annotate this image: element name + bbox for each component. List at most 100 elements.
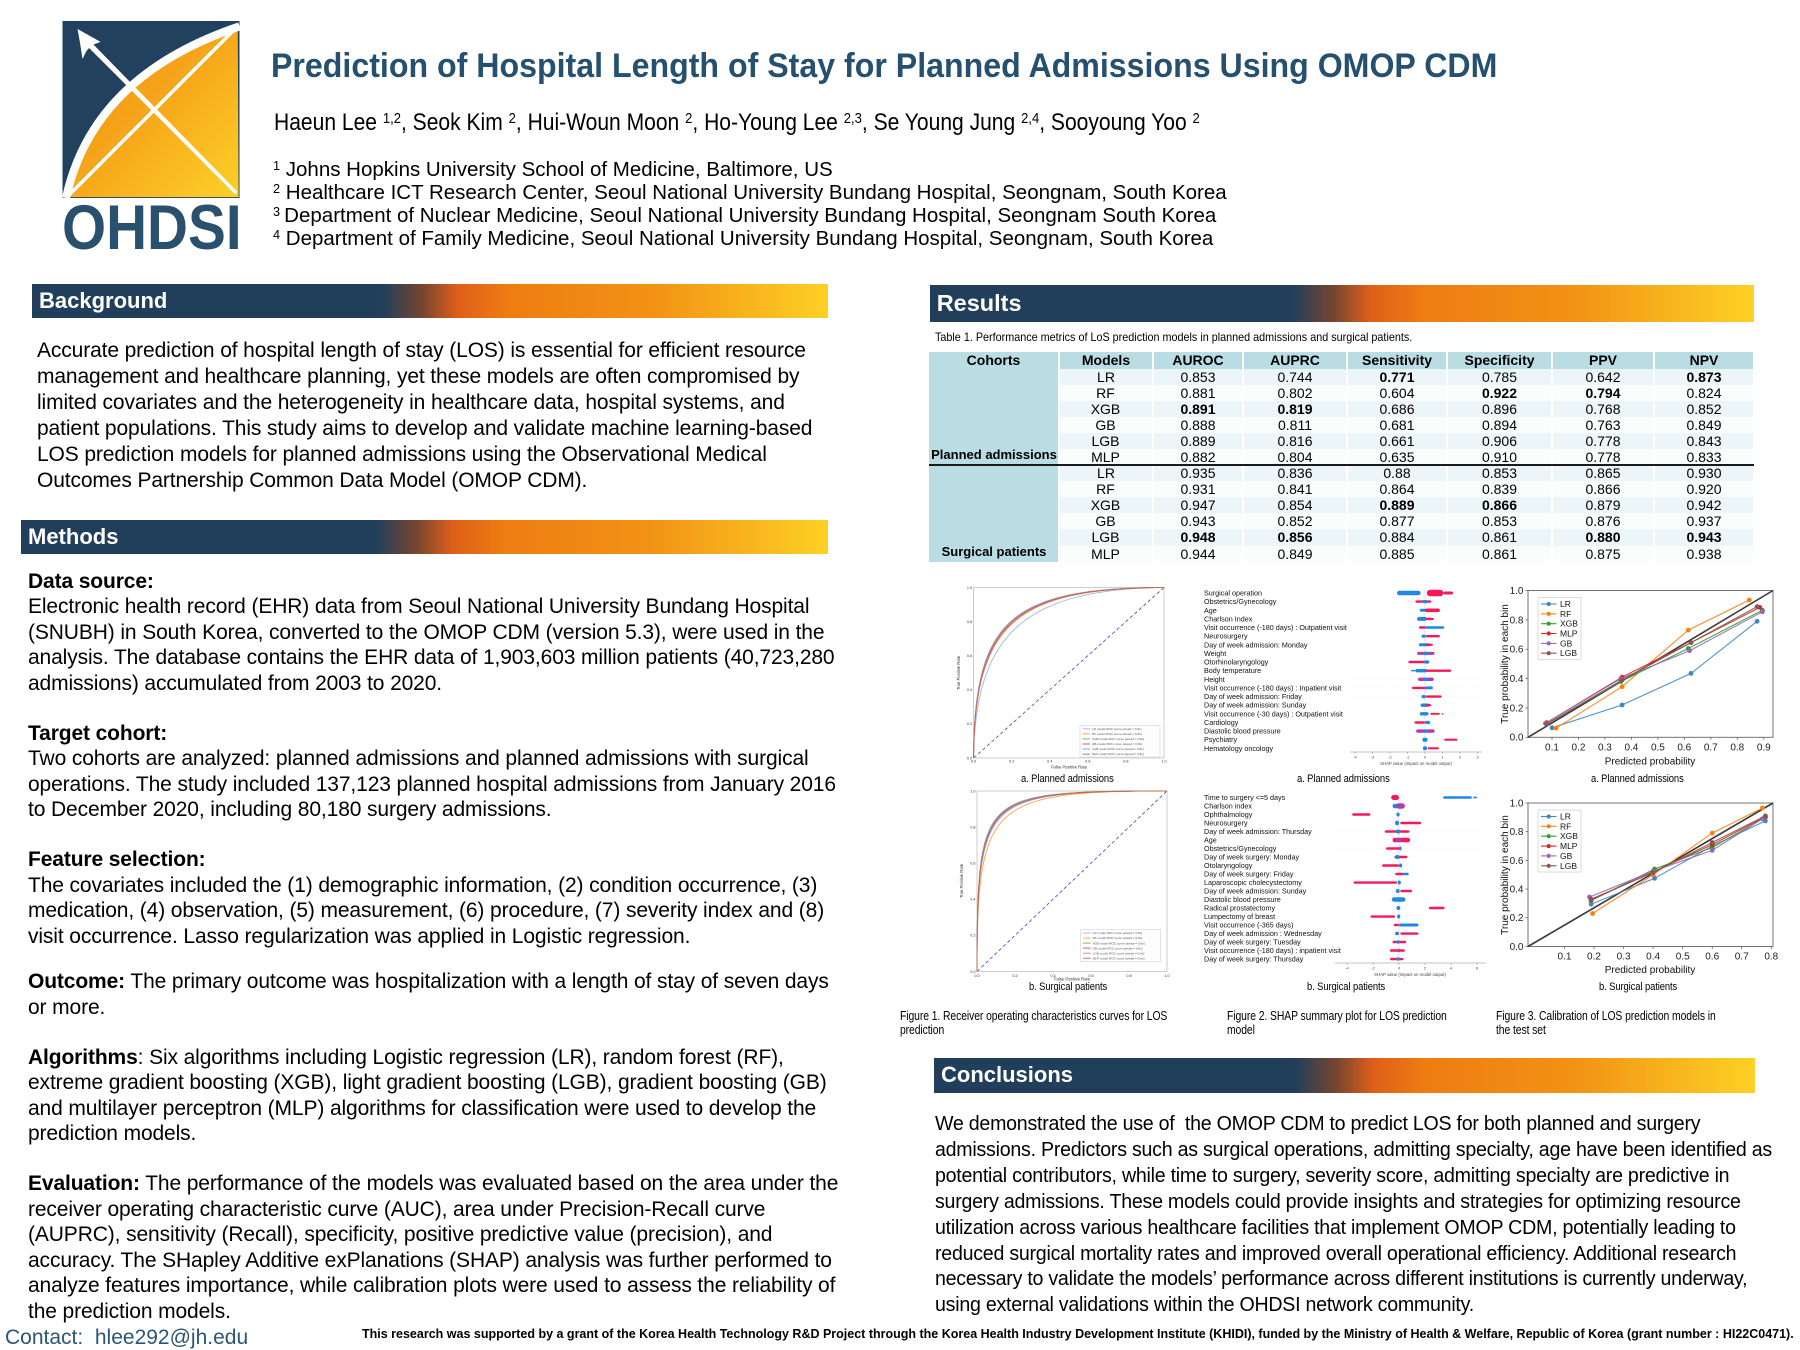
svg-text:XGB model ROC curve (aread = 0: XGB model ROC curve (aread = 0.8x) <box>1093 941 1145 945</box>
svg-text:0.6: 0.6 <box>1677 742 1691 753</box>
svg-text:Time to surgery <=5 days: Time to surgery <=5 days <box>1204 793 1286 802</box>
svg-text:RF: RF <box>1560 821 1571 831</box>
svg-text:0.2: 0.2 <box>1009 760 1014 764</box>
svg-text:1.0: 1.0 <box>1510 586 1524 597</box>
svg-text:0.0: 0.0 <box>1510 733 1524 744</box>
svg-text:Day of week surgery: Friday: Day of week surgery: Friday <box>1204 870 1294 879</box>
svg-text:Day of week admission: Sunday: Day of week admission: Sunday <box>1204 701 1307 710</box>
svg-text:True probability in each bin: True probability in each bin <box>1500 815 1511 935</box>
svg-text:RF: RF <box>1560 609 1571 619</box>
svg-text:0.6: 0.6 <box>970 862 975 866</box>
svg-text:0.8: 0.8 <box>970 825 975 829</box>
svg-text:0.2: 0.2 <box>1572 742 1586 753</box>
svg-text:Cardiology: Cardiology <box>1204 718 1239 727</box>
svg-text:0.8: 0.8 <box>1764 952 1778 963</box>
svg-text:0.6: 0.6 <box>1085 760 1090 764</box>
svg-text:False Positive Rate: False Positive Rate <box>1054 977 1091 982</box>
svg-text:Predicted probability: Predicted probability <box>1605 965 1696 976</box>
svg-text:Obstetrics/Gynecology: Obstetrics/Gynecology <box>1204 597 1277 606</box>
svg-text:SHAP value (impact on model ou: SHAP value (impact on model output) <box>1374 972 1446 977</box>
svg-text:Day of week admission: Sunday: Day of week admission: Sunday <box>1204 887 1307 896</box>
svg-text:-3: -3 <box>1371 755 1375 760</box>
svg-text:Surgical operation: Surgical operation <box>1204 589 1262 598</box>
svg-text:0.6: 0.6 <box>1088 974 1093 978</box>
svg-text:0.0: 0.0 <box>971 760 976 764</box>
svg-text:0.6: 0.6 <box>1705 952 1719 963</box>
svg-text:0.9: 0.9 <box>1757 742 1771 753</box>
svg-text:GB model ROC curve (aread = 0.: GB model ROC curve (aread = 0.8x) <box>1093 946 1143 950</box>
svg-text:Laparoscopic cholecystectomy: Laparoscopic cholecystectomy <box>1204 878 1302 887</box>
svg-text:Lumpectomy of breast: Lumpectomy of breast <box>1204 912 1275 921</box>
svg-text:0.8: 0.8 <box>1123 760 1128 764</box>
svg-text:True Positive Rate: True Positive Rate <box>959 863 964 898</box>
svg-text:0.2: 0.2 <box>970 934 975 938</box>
svg-text:0: 0 <box>1424 755 1427 760</box>
svg-text:MLP: MLP <box>1560 841 1578 851</box>
svg-text:Height: Height <box>1204 675 1225 684</box>
svg-text:GB: GB <box>1560 638 1573 648</box>
svg-text:0.1: 0.1 <box>1545 742 1559 753</box>
svg-text:0: 0 <box>1398 966 1401 971</box>
svg-text:Neurosurgery: Neurosurgery <box>1204 632 1248 641</box>
svg-text:0.6: 0.6 <box>967 654 972 658</box>
svg-text:0.3: 0.3 <box>1617 952 1631 963</box>
svg-text:Age: Age <box>1204 606 1217 615</box>
svg-text:LR model ROC curve (aread = 0.: LR model ROC curve (aread = 0.8x) <box>1093 931 1143 935</box>
svg-text:LGB model ROC curve (aread = 0: LGB model ROC curve (aread = 0.8x) <box>1092 747 1144 751</box>
svg-text:2: 2 <box>1459 755 1462 760</box>
svg-text:0.4: 0.4 <box>967 688 972 692</box>
svg-text:Weight: Weight <box>1204 649 1226 658</box>
svg-text:1.0: 1.0 <box>970 789 975 793</box>
svg-text:True probability in each bin: True probability in each bin <box>1500 604 1511 724</box>
svg-text:0.3: 0.3 <box>1598 742 1612 753</box>
svg-text:1: 1 <box>1441 755 1444 760</box>
svg-text:XGB: XGB <box>1560 831 1578 841</box>
svg-text:-4: -4 <box>1345 966 1349 971</box>
svg-text:Radical prostatectomy: Radical prostatectomy <box>1204 904 1276 913</box>
svg-text:GB model ROC curve (aread = 0.: GB model ROC curve (aread = 0.8x) <box>1092 742 1142 746</box>
svg-text:Otolaryngology: Otolaryngology <box>1204 861 1253 870</box>
svg-text:Day of week surgery: Tuesday: Day of week surgery: Tuesday <box>1204 938 1301 947</box>
svg-text:0.0: 0.0 <box>970 970 975 974</box>
svg-text:Ophthalmology: Ophthalmology <box>1204 810 1253 819</box>
svg-text:Day of week admission: Monday: Day of week admission: Monday <box>1204 640 1308 649</box>
svg-text:1.0: 1.0 <box>967 586 972 590</box>
svg-text:XGB: XGB <box>1560 619 1578 629</box>
svg-text:LR: LR <box>1560 599 1571 609</box>
svg-text:Body temperature: Body temperature <box>1204 666 1261 675</box>
svg-text:Day of week surgery: Monday: Day of week surgery: Monday <box>1204 853 1299 862</box>
svg-text:0.2: 0.2 <box>1510 703 1524 714</box>
svg-text:Visit occurrence (-180 days) :: Visit occurrence (-180 days) : Outpatien… <box>1204 623 1347 632</box>
svg-text:0.0: 0.0 <box>1510 942 1524 953</box>
svg-text:-2: -2 <box>1388 755 1392 760</box>
svg-text:Day of week admission: Thursda: Day of week admission: Thursday <box>1204 827 1312 836</box>
svg-text:0.5: 0.5 <box>1676 952 1690 963</box>
svg-text:0.4: 0.4 <box>1646 952 1660 963</box>
svg-text:0.2: 0.2 <box>1012 974 1017 978</box>
svg-text:0.4: 0.4 <box>970 898 975 902</box>
svg-text:Age: Age <box>1204 836 1217 845</box>
svg-text:MLP: MLP <box>1560 629 1578 639</box>
svg-text:Diastolic blood pressure: Diastolic blood pressure <box>1204 895 1281 904</box>
svg-text:Day of week admission : Wednes: Day of week admission : Wednesday <box>1204 929 1322 938</box>
svg-text:1.0: 1.0 <box>1510 798 1524 809</box>
svg-text:XGB model ROC curve (aread = 0: XGB model ROC curve (aread = 0.8x) <box>1092 737 1144 741</box>
svg-text:0.8: 0.8 <box>967 620 972 624</box>
svg-text:MLP model ROC curve (aread = 0: MLP model ROC curve (aread = 0.8x) <box>1092 752 1144 756</box>
svg-text:Diastolic blood pressure: Diastolic blood pressure <box>1204 727 1281 736</box>
svg-text:Obstetrics/Gynecology: Obstetrics/Gynecology <box>1204 844 1277 853</box>
svg-text:LR: LR <box>1560 812 1571 822</box>
svg-text:0.7: 0.7 <box>1735 952 1749 963</box>
svg-text:False Positive Rate: False Positive Rate <box>1051 765 1088 770</box>
svg-text:LR model ROC curve (aread = 0.: LR model ROC curve (aread = 0.8x) <box>1092 727 1142 731</box>
svg-text:LGB: LGB <box>1560 861 1577 871</box>
svg-text:Otorhinolaryngology: Otorhinolaryngology <box>1204 658 1269 667</box>
svg-text:Day of week admission: Friday: Day of week admission: Friday <box>1204 692 1302 701</box>
svg-text:0.8: 0.8 <box>1510 615 1524 626</box>
svg-text:0.4: 0.4 <box>1510 885 1524 896</box>
svg-text:0.4: 0.4 <box>1050 974 1055 978</box>
svg-text:RF model ROC curve (aread = 0.: RF model ROC curve (aread = 0.8x) <box>1093 936 1143 940</box>
svg-text:0.7: 0.7 <box>1704 742 1718 753</box>
svg-text:0.4: 0.4 <box>1624 742 1638 753</box>
svg-text:MLP model ROC curve (aread = 0: MLP model ROC curve (aread = 0.8x) <box>1093 956 1145 960</box>
